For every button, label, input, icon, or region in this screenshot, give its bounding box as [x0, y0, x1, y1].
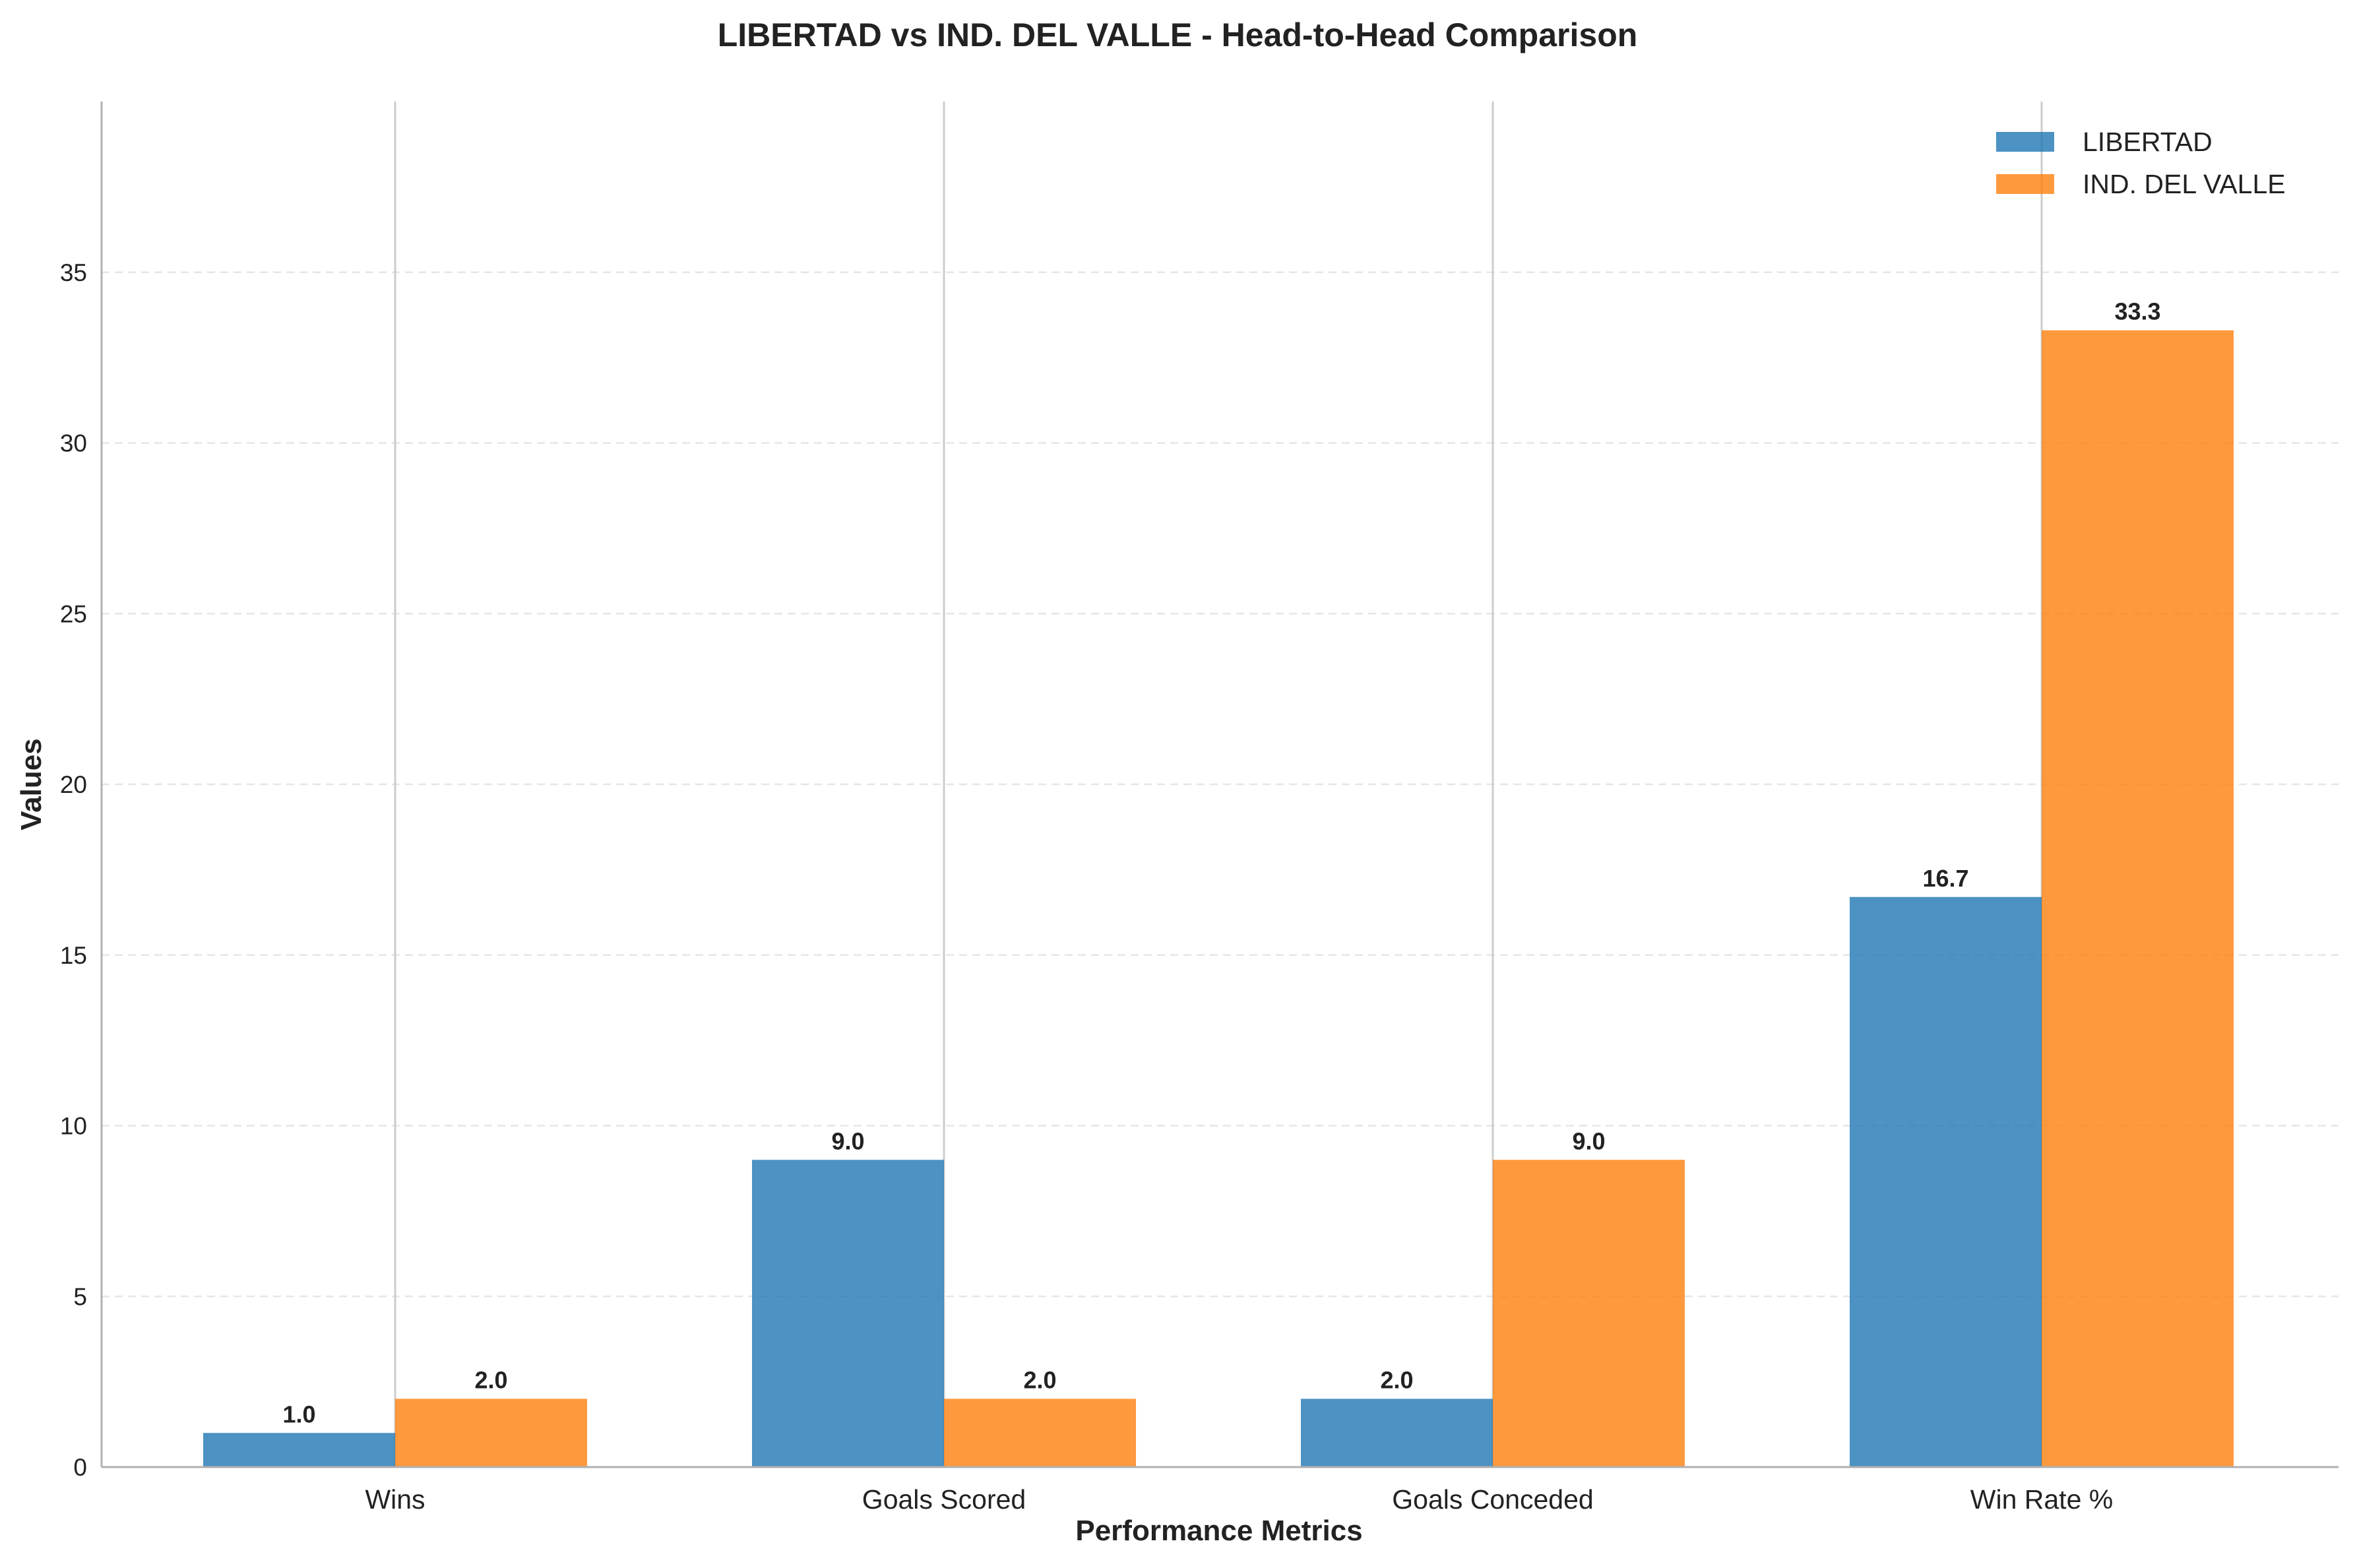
- bar-libertad-win-rate: [1850, 896, 2042, 1467]
- x-axis-label: Performance Metrics: [1075, 1515, 1362, 1547]
- x-tick-label-goals-conceded: Goals Conceded: [1392, 1484, 1593, 1515]
- legend-label-ind-del-valle: IND. DEL VALLE: [2083, 169, 2286, 199]
- y-axis-ticks: 0 5 10 15 20 25 30 35: [60, 259, 87, 1481]
- legend: LIBERTAD IND. DEL VALLE: [1996, 127, 2286, 199]
- bar-ind-del-valle-win-rate: [2042, 330, 2234, 1468]
- bar-value-label: 2.0: [474, 1367, 507, 1394]
- x-tick-label-goals-scored: Goals Scored: [862, 1484, 1026, 1515]
- y-tick-label: 0: [73, 1454, 87, 1481]
- bar-value-label: 9.0: [831, 1127, 864, 1154]
- y-tick-label: 10: [60, 1113, 87, 1140]
- data-labels: 1.0 9.0 2.0 16.7 2.0 2.0 9.0 33.3: [282, 298, 2160, 1428]
- bar-ind-del-valle-wins: [395, 1398, 587, 1467]
- bar-libertad-goals-conceded: [1301, 1398, 1493, 1467]
- legend-swatch-ind-del-valle: [1996, 174, 2054, 194]
- bar-value-label: 33.3: [2114, 298, 2160, 325]
- y-tick-label: 35: [60, 259, 87, 286]
- y-tick-label: 5: [73, 1283, 87, 1310]
- legend-swatch-libertad: [1996, 132, 2054, 152]
- bar-value-label: 1.0: [282, 1400, 315, 1427]
- y-tick-label: 20: [60, 771, 87, 798]
- bars: [203, 330, 2234, 1468]
- y-tick-label: 30: [60, 430, 87, 457]
- bar-ind-del-valle-goals-conceded: [1493, 1160, 1685, 1467]
- bar-value-label: 2.0: [1023, 1367, 1056, 1394]
- x-axis-ticks: Wins Goals Scored Goals Conceded Win Rate %: [365, 1484, 2113, 1515]
- bar-value-label: 2.0: [1380, 1367, 1413, 1394]
- y-tick-label: 15: [60, 942, 87, 969]
- bar-libertad-wins: [203, 1433, 395, 1467]
- bar-value-label: 16.7: [1922, 865, 1968, 892]
- x-tick-label-win-rate: Win Rate %: [1970, 1484, 2113, 1515]
- bar-libertad-goals-scored: [752, 1160, 944, 1467]
- x-tick-label-wins: Wins: [365, 1484, 425, 1515]
- bar-ind-del-valle-goals-scored: [944, 1398, 1136, 1467]
- legend-label-libertad: LIBERTAD: [2083, 127, 2213, 157]
- y-tick-label: 25: [60, 600, 87, 627]
- chart-title: LIBERTAD vs IND. DEL VALLE - Head-to-Hea…: [718, 16, 1638, 53]
- bar-value-label: 9.0: [1572, 1127, 1605, 1154]
- y-axis-label: Values: [15, 738, 47, 830]
